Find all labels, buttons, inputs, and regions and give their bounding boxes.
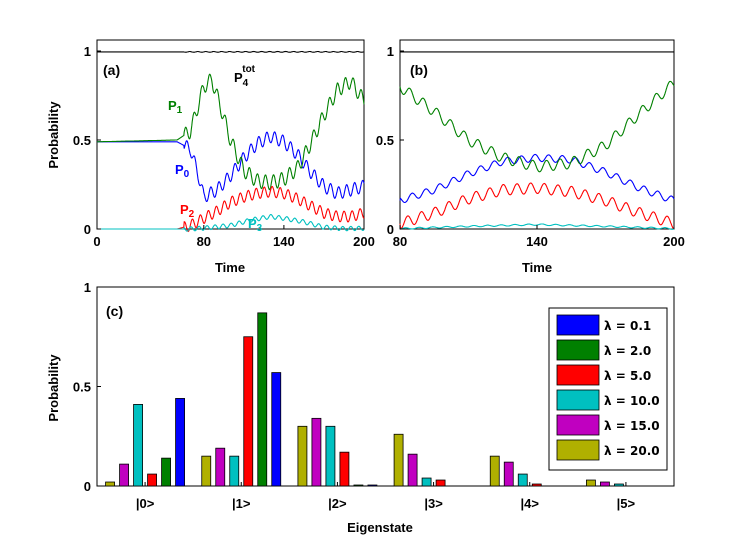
panel-b-xtick-label: 80 <box>393 234 407 249</box>
panel-c-xtick-label: |2> <box>328 496 347 511</box>
legend-swatch <box>556 314 600 336</box>
panel-a-xtick-label: 200 <box>353 234 375 249</box>
bar-1-2 <box>229 455 240 487</box>
panel-b-ytick-label: 1 <box>387 44 394 59</box>
panel-a-xtick-label: 0 <box>93 234 100 249</box>
bar-4-1 <box>503 461 514 487</box>
panel-b-line-p1 <box>399 80 675 173</box>
panel-c-ylabel: Probability <box>46 354 61 422</box>
panel-a-line-p0 <box>97 131 365 203</box>
bar-2-2 <box>325 425 336 487</box>
panel-a-ytick-label: 1 <box>84 44 91 59</box>
bar-5-2 <box>614 483 624 487</box>
annotation-p2: P2 <box>180 202 195 220</box>
bar-0-2 <box>133 404 143 487</box>
annotation-p0: P0 <box>175 162 190 180</box>
panel-b-ytick-label: 0 <box>387 222 394 237</box>
legend-label: λ = 10.0 <box>604 394 660 408</box>
legend-swatch <box>556 389 600 411</box>
legend-swatch <box>556 339 600 361</box>
legend-label: λ = 0.1 <box>604 319 651 333</box>
legend-label: λ = 5.0 <box>604 369 651 383</box>
panel-c-xtick-label: |0> <box>136 496 155 511</box>
panel-b-series <box>399 51 675 230</box>
panel-b-line-p0 <box>399 153 675 204</box>
bar-4-2 <box>517 473 528 487</box>
panel-a-series <box>97 50 365 233</box>
panel-a-frame <box>96 39 365 230</box>
panel-b-xtick-label: 140 <box>526 234 548 249</box>
panel-c-bars <box>105 312 624 487</box>
bar-2-1 <box>311 417 322 487</box>
panel-b-frame <box>399 39 675 230</box>
panel-a-line-p2 <box>97 185 365 233</box>
panel-a-label: (a) <box>103 62 120 78</box>
bar-1-0 <box>201 455 212 487</box>
bar-5-0 <box>586 479 596 487</box>
bar-5-1 <box>600 481 610 487</box>
panel-b-ticks: 80 140 200 0 0.5 1 <box>376 44 685 249</box>
annotation-ptot: P4tot <box>234 64 256 89</box>
panel-b-ytick-label: 0.5 <box>376 133 394 148</box>
panel-c-xlabel: Eigenstate <box>347 520 413 535</box>
panel-a-line-p3 <box>97 213 365 232</box>
panel-a-ticks: 0 80 140 200 0 0.5 1 <box>73 44 375 249</box>
legend-swatch <box>556 439 600 461</box>
annotation-p1: P1 <box>168 98 183 116</box>
bar-2-5 <box>367 484 378 487</box>
bar-3-1 <box>407 453 418 487</box>
bar-4-3 <box>531 483 542 487</box>
panel-a-ylabel: Probability <box>46 101 61 169</box>
legend-swatch <box>556 414 600 436</box>
panel-b-xlabel: Time <box>522 260 552 275</box>
panel-c-ytick-label: 0 <box>84 479 91 494</box>
panel-c-xtick-label: |4> <box>521 496 540 511</box>
bar-1-1 <box>215 447 226 487</box>
legend-label: λ = 15.0 <box>604 419 660 433</box>
panel-b-line-p2 <box>399 182 675 230</box>
bar-2-0 <box>297 425 308 487</box>
bar-2-3 <box>339 451 350 487</box>
panel-a: 0 80 140 200 0 0.5 1 (a) Time Probability P1 P… <box>46 39 375 275</box>
panel-a-xlabel: Time <box>215 260 245 275</box>
panel-b: 80 140 200 0 0.5 1 (b) Time <box>376 39 685 275</box>
panel-c-ytick-label: 0.5 <box>73 380 91 395</box>
panel-a-line-p4tot <box>97 50 365 53</box>
bar-1-4 <box>257 312 268 487</box>
bar-0-4 <box>161 457 171 487</box>
panel-c-xtick-label: |1> <box>232 496 251 511</box>
bar-0-0 <box>105 481 115 487</box>
legend-label: λ = 20.0 <box>604 444 660 458</box>
bar-3-0 <box>393 433 404 487</box>
bar-0-3 <box>147 473 157 487</box>
panel-c-ticks: |0> |1> |2> |3> |4> |5> 0 0.5 1 <box>73 280 636 511</box>
panel-c-xtick-label: |3> <box>424 496 443 511</box>
bar-3-2 <box>421 477 432 487</box>
panel-c-label: (c) <box>106 303 123 319</box>
bar-1-3 <box>243 336 254 487</box>
bar-2-4 <box>353 484 364 487</box>
bar-0-5 <box>175 398 185 487</box>
panel-b-label: (b) <box>410 62 428 78</box>
legend-label: λ = 2.0 <box>604 344 651 358</box>
bar-1-5 <box>271 372 282 487</box>
legend-swatch <box>556 364 600 386</box>
bar-4-0 <box>489 455 500 487</box>
panel-a-xtick-label: 80 <box>197 234 211 249</box>
bar-0-1 <box>119 463 129 487</box>
panel-c-legend: λ = 0.1 λ = 2.0 λ = 5.0 λ = 10.0 λ = 15.0 λ =… <box>548 307 668 471</box>
panel-c-ytick-label: 1 <box>84 280 91 295</box>
panel-a-line-p1 <box>97 73 365 191</box>
panel-a-ytick-label: 0.5 <box>73 133 91 148</box>
annotation-p3: P3 <box>248 216 263 234</box>
panel-b-xtick-label: 200 <box>663 234 685 249</box>
panel-c: |0> |1> |2> |3> |4> |5> 0 0.5 1 (c) Eigenstate P… <box>46 280 675 535</box>
panel-a-xtick-label: 140 <box>273 234 295 249</box>
bar-3-3 <box>435 479 446 487</box>
panel-c-xtick-label: |5> <box>617 496 636 511</box>
panel-a-ytick-label: 0 <box>84 222 91 237</box>
